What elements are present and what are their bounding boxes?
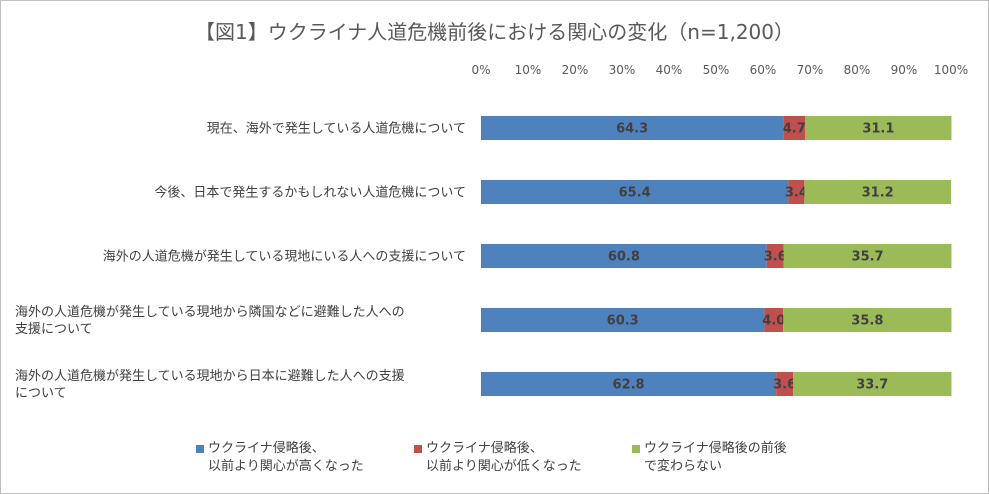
legend-item-lower: ウクライナ侵略後、 以前より関心が低くなった [414, 440, 582, 476]
category-label: について [15, 386, 67, 401]
data-label: 35.8 [851, 314, 883, 329]
bar-segment [481, 180, 789, 204]
bar-segment [481, 372, 777, 396]
bar-segment [766, 244, 784, 268]
data-label: 3.6 [773, 378, 796, 393]
bar-segment [783, 244, 952, 268]
x-tick-label: 40% [656, 63, 683, 77]
data-label: 31.1 [862, 122, 894, 137]
category-label: 海外の人道危機が発生している現地にいる人への支援について [103, 250, 466, 265]
data-label: 35.7 [852, 250, 884, 265]
x-tick-label: 30% [609, 63, 636, 77]
data-label: 65.4 [619, 186, 651, 201]
bar-segment [788, 180, 805, 204]
data-label: 4.7 [783, 122, 806, 137]
data-label: 64.3 [616, 122, 648, 137]
data-label: 33.7 [856, 378, 888, 393]
data-label: 31.2 [862, 186, 894, 201]
category-label: 今後、日本で発生するかもしれない人道危機について [154, 185, 466, 201]
bar-segment [764, 308, 784, 332]
legend-item-higher: ウクライナ侵略後、 以前より関心が高くなった [196, 440, 364, 476]
bar-segment [793, 372, 952, 396]
bar-segment [805, 116, 952, 140]
x-tick-label: 10% [515, 63, 542, 77]
data-label: 3.4 [785, 186, 808, 201]
category-label: 海外の人道危機が発生している現地から隣国などに避難した人への [15, 304, 405, 320]
x-tick-label: 60% [750, 63, 777, 77]
data-label: 62.8 [613, 378, 645, 393]
legend-item-unchanged: ウクライナ侵略後の前後 で変わらない [632, 440, 787, 476]
category-label: 支援について [15, 322, 93, 337]
bar-segment [481, 116, 784, 140]
data-label: 3.6 [764, 250, 787, 265]
data-label: 4.0 [762, 314, 785, 329]
data-label: 60.8 [608, 250, 640, 265]
category-label: 海外の人道危機が発生している現地から日本に避難した人への支援 [15, 369, 405, 384]
legend-swatch-unchanged [632, 445, 640, 453]
legend-label-unchanged: ウクライナ侵略後の前後 で変わらない [644, 441, 787, 474]
chart-title: 【図1】ウクライナ人道危機前後における関心の変化（n=1,200） [194, 20, 794, 44]
legend-swatch-lower [414, 445, 422, 453]
x-tick-label: 20% [562, 63, 589, 77]
bar-segment [783, 116, 806, 140]
bar-segment [783, 308, 952, 332]
legend-label-lower: ウクライナ侵略後、 以前より関心が低くなった [426, 441, 582, 474]
bar-segment [481, 308, 765, 332]
data-label: 60.3 [607, 314, 639, 329]
x-tick-label: 0% [471, 63, 490, 77]
x-tick-label: 100% [934, 63, 968, 77]
bar-segment [481, 244, 767, 268]
x-tick-label: 70% [797, 63, 824, 77]
category-label: 現在、海外で発生している人道危機について [207, 122, 466, 137]
x-tick-label: 90% [891, 63, 918, 77]
bar-segment [776, 372, 794, 396]
legend-swatch-higher [196, 445, 204, 453]
legend-label-higher: ウクライナ侵略後、 以前より関心が高くなった [208, 441, 364, 474]
x-tick-label: 80% [844, 63, 871, 77]
x-tick-label: 50% [703, 63, 730, 77]
bar-segment [804, 180, 951, 204]
